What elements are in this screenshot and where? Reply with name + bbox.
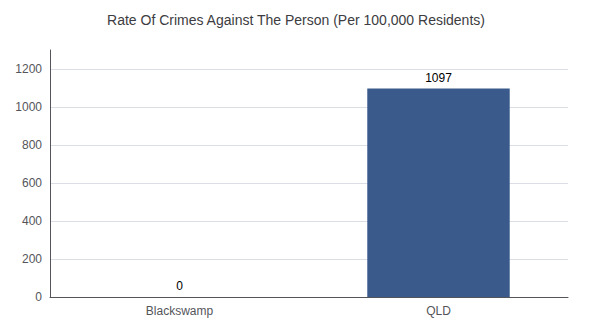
svg-text:600: 600 <box>22 176 42 190</box>
svg-text:0: 0 <box>176 279 183 293</box>
svg-text:Blackswamp: Blackswamp <box>146 304 214 318</box>
svg-text:400: 400 <box>22 214 42 228</box>
svg-text:QLD: QLD <box>426 304 451 318</box>
svg-text:0: 0 <box>35 290 42 304</box>
svg-text:200: 200 <box>22 252 42 266</box>
svg-text:1200: 1200 <box>15 62 42 76</box>
svg-text:800: 800 <box>22 138 42 152</box>
svg-text:1000: 1000 <box>15 100 42 114</box>
svg-text:1097: 1097 <box>425 71 452 85</box>
svg-text:Rate Of Crimes Against The Per: Rate Of Crimes Against The Person (Per 1… <box>107 12 485 28</box>
